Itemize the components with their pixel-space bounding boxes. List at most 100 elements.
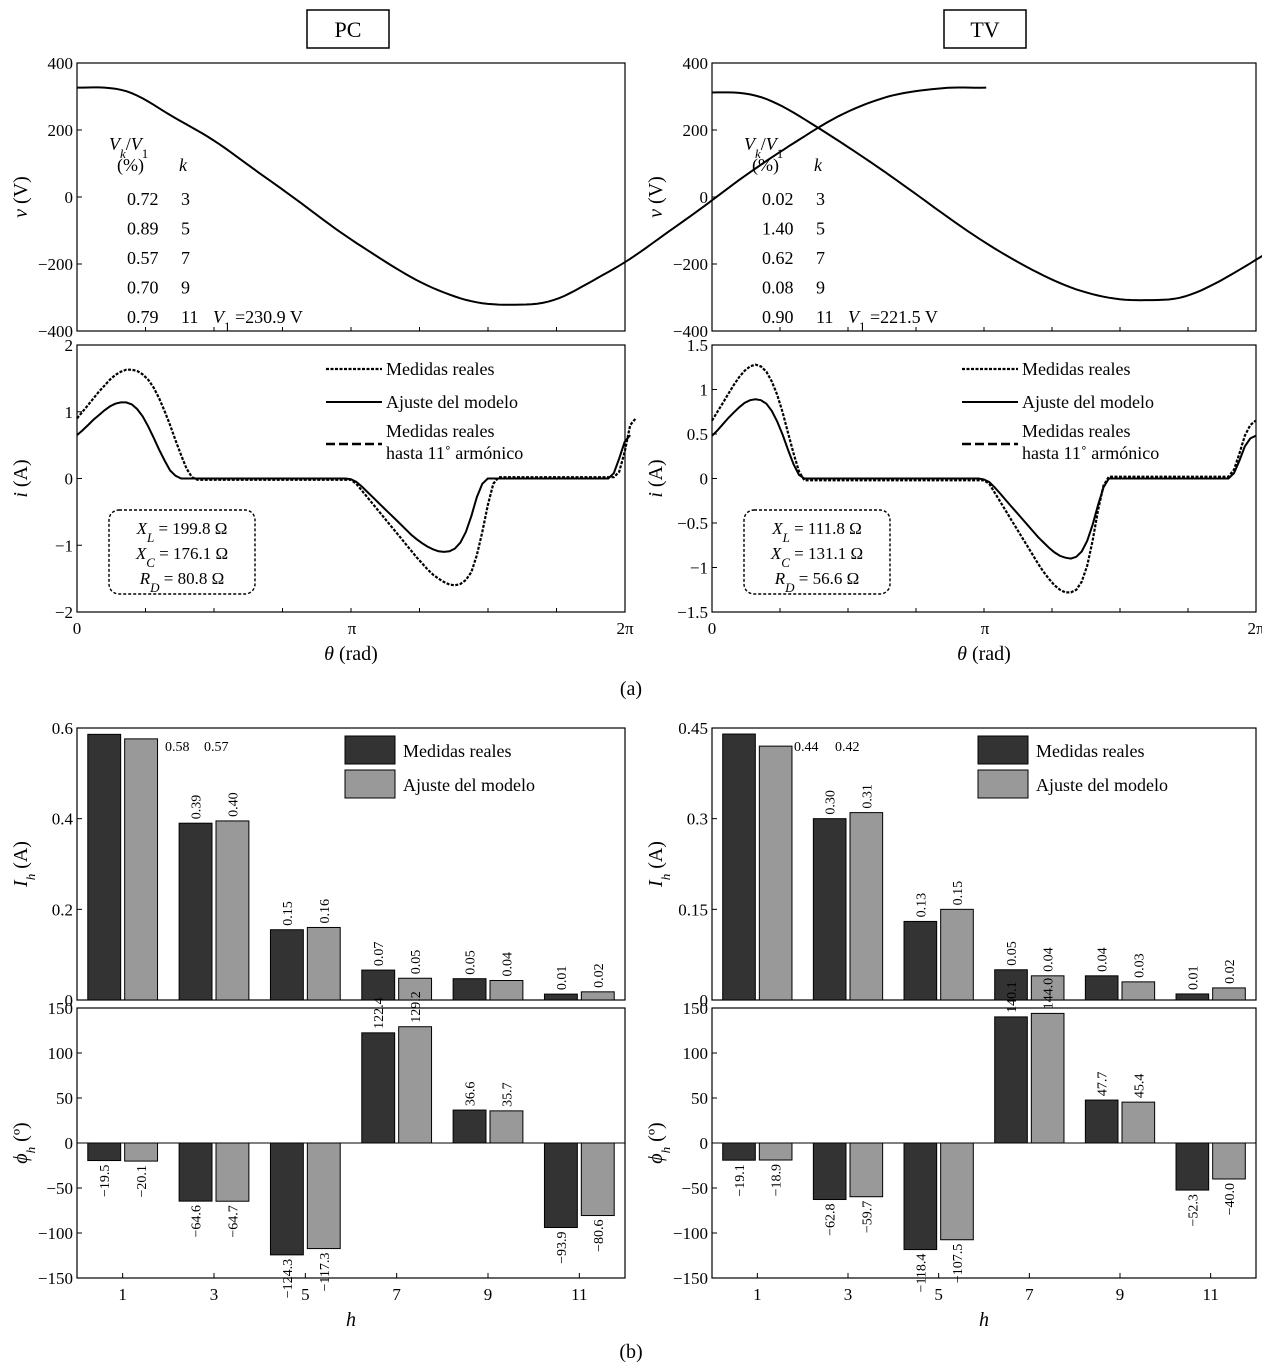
pc-current-series-measured — [76, 368, 637, 587]
tv-voltage-ytick-label: 200 — [683, 121, 709, 140]
pc-phi-xtick-label: 5 — [301, 1285, 310, 1304]
tv-Ih-ytick-label: 0.3 — [687, 810, 708, 829]
pc-current-xlabel-part: (rad) — [334, 643, 378, 665]
tv-voltage-table-header-part: 1 — [777, 146, 784, 161]
tv-Ih-ylabel-part: I — [645, 879, 667, 888]
tv-header-box — [943, 9, 1027, 49]
tv-phi-ylabel-part: ϕ — [645, 1153, 667, 1163]
tv-Ih-data-label: 0.02 — [1223, 959, 1238, 984]
tv-voltage-ylabel: v (V) — [645, 176, 667, 218]
pc-phi-bar-model — [124, 1142, 159, 1162]
pc-phi-data-label: 129.2 — [409, 991, 424, 1023]
pc-Ih-data-label: 0.01 — [555, 966, 570, 991]
tv-voltage-ytick-label: 0 — [700, 188, 709, 207]
pc-current-ytick-label: 1 — [65, 403, 74, 422]
pc-voltage-table-unit: (%) — [117, 155, 144, 176]
tv-phi-ytick-label: 100 — [683, 1044, 709, 1063]
tv-voltage-table-order: 5 — [816, 219, 825, 239]
pc-current-ylabel-part: i — [10, 492, 32, 498]
pc-voltage-table-header-part: V — [109, 134, 122, 154]
tv-voltage-table-header: Vk/V1 — [744, 134, 783, 161]
pc-voltage-ytick-label: −200 — [38, 255, 73, 274]
tv-voltage-table-header-part: V — [744, 134, 757, 154]
pc-voltage-series-model — [77, 86, 987, 306]
pc-Ih-data-label: 0.05 — [464, 950, 479, 975]
tv-phi-bar-measured — [1175, 1142, 1210, 1191]
pc-Ih-bar-measured — [543, 993, 578, 1001]
tv-current-param-part: D — [784, 580, 795, 595]
tv-Ih-ytick-label: 0.15 — [678, 900, 708, 919]
tv-current-params-box — [743, 509, 891, 595]
pc-Ih-legend-measured: Medidas reales — [403, 741, 511, 761]
tv-phi-ytick-label: 50 — [691, 1089, 708, 1108]
tv-Ih-data-label: 0.05 — [1005, 941, 1020, 966]
pc-Ih-top-label: 0.57 — [204, 740, 229, 755]
tv-voltage-table-k-part: k — [814, 155, 823, 175]
tv-phi-data-label: −107.5 — [951, 1244, 966, 1283]
tv-phi-data-label: −19.1 — [733, 1164, 748, 1196]
pc-phi-bar-model — [580, 1142, 615, 1217]
tv-current-param-part: C — [781, 555, 790, 570]
pc-voltage-fundamental: V1 =230.9 V — [213, 307, 303, 334]
pc-voltage-table-header-part: / — [126, 134, 131, 154]
tv-voltage-table-value: 1.40 — [762, 219, 794, 239]
pc-Ih-data-label: 0.16 — [318, 899, 333, 924]
tv-phi-data-label: −118.4 — [914, 1254, 929, 1293]
tv-current-param: XC = 131.1 Ω — [770, 544, 863, 570]
pc-phi-bar-measured — [87, 1142, 122, 1162]
tv-phi-ytick-label: −100 — [673, 1224, 708, 1243]
tv-Ih-legend-measured: Medidas reales — [1036, 741, 1144, 761]
pc-current-param-part: X — [136, 519, 148, 538]
tv-Ih-frame — [711, 727, 1257, 1001]
pc-phi-data-label: −80.6 — [592, 1220, 607, 1252]
pc-Ih-bar-measured — [361, 969, 396, 1001]
pc-Ih-data-label: 0.02 — [592, 963, 607, 988]
pc-Ih-bar-measured — [452, 978, 487, 1001]
tv-current-legend-harmonic-2: hasta 11˚ armónico — [1022, 443, 1159, 463]
tv-phi-data-label: 47.7 — [1096, 1072, 1111, 1097]
tv-voltage-table-k: k — [814, 155, 823, 175]
pc-phi-bar-measured — [543, 1142, 578, 1229]
pc-voltage-ylabel: v (V) — [10, 176, 32, 218]
tv-voltage-fundamental-part: =221.5 V — [866, 307, 938, 327]
pc-voltage-table-header-part: 1 — [142, 146, 149, 161]
pc-voltage-table-value: 0.57 — [127, 248, 159, 268]
tv-current-xtick-label: 0 — [708, 619, 717, 638]
tv-current-param-part: X — [770, 544, 782, 563]
pc-phi-xtick-label: 1 — [118, 1285, 127, 1304]
tv-Ih-bar-model — [1121, 981, 1156, 1001]
pc-current-param-part: = 80.8 Ω — [160, 569, 225, 588]
pc-Ih-ylabel: Ih (A) — [10, 841, 38, 888]
tv-Ih-legend-model: Ajuste del modelo — [1036, 775, 1168, 795]
pc-current-param-part: C — [146, 555, 155, 570]
tv-current-param-part: = 111.8 Ω — [790, 519, 862, 538]
tv-phi-ylabel-part: (º) — [645, 1122, 667, 1147]
tv-Ih-bar-model — [940, 908, 974, 1001]
tv-Ih-top-label: 0.42 — [835, 740, 860, 755]
pc-voltage-table-header-part: V — [131, 134, 144, 154]
tv-Ih-ytick-label: 0.45 — [678, 719, 708, 738]
tv-phi-ylabel-part: h — [658, 1147, 673, 1154]
tv-voltage-frame — [711, 62, 1257, 332]
pc-current-param-part: L — [146, 530, 154, 545]
tv-phi-bar-measured — [994, 1016, 1028, 1144]
pc-voltage-table-header: Vk/V1 — [109, 134, 148, 161]
pc-header: PC — [335, 17, 362, 42]
tv-current-param: XL = 111.8 Ω — [771, 519, 862, 545]
pc-Ih-ylabel-part: I — [10, 879, 32, 888]
pc-Ih-data-label: 0.40 — [226, 792, 241, 817]
pc-voltage-table-k-part: k — [179, 155, 188, 175]
pc-voltage-fundamental-part: 1 — [224, 319, 231, 334]
pc-phi-data-label: 36.6 — [464, 1082, 479, 1107]
tv-voltage-ylabel-part: v — [645, 209, 667, 218]
pc-phi-ytick-label: 100 — [48, 1044, 74, 1063]
pc-phi-bar-model — [215, 1142, 250, 1202]
pc-voltage-table-value: 0.72 — [127, 189, 159, 209]
tv-phi-data-label: −40.0 — [1223, 1183, 1238, 1215]
tv-phi-bar-measured — [903, 1142, 938, 1251]
tv-Ih-data-label: 0.03 — [1132, 953, 1147, 978]
pc-Ih-bar-model — [306, 926, 341, 1001]
pc-phi-xtick-label: 7 — [392, 1285, 401, 1304]
pc-phi-bar-model — [306, 1142, 341, 1250]
tv-phi-xtick-label: 3 — [844, 1285, 853, 1304]
